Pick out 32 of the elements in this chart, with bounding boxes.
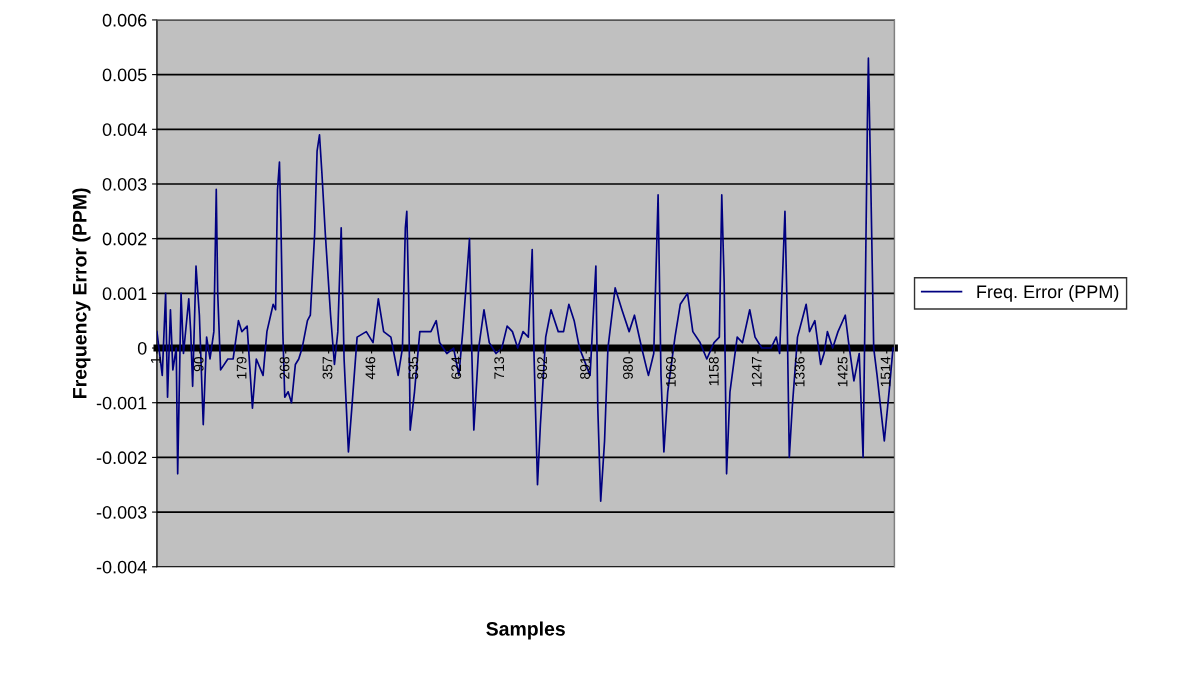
y-tick-label: 0: [137, 341, 147, 355]
x-tick-label: 1158: [708, 356, 719, 386]
y-tick-label: 0.002: [102, 232, 147, 246]
x-tick-label: 1: [150, 357, 161, 364]
x-tick-label: 1425: [837, 356, 848, 387]
x-tick-label: 1514: [880, 356, 891, 387]
y-tick-label: -0.001: [96, 396, 147, 410]
y-tick-label: -0.003: [96, 506, 147, 519]
x-tick-label: 357: [322, 357, 333, 380]
legend-label: Freq. Error (PPM): [977, 284, 1119, 302]
y-tick-label: 0.001: [102, 287, 147, 301]
y-tick-label: 0.005: [102, 68, 147, 82]
y-tick-label: -0.004: [96, 560, 147, 574]
x-tick-label: 1336: [794, 356, 805, 387]
x-tick-label: 535: [408, 356, 419, 379]
y-axis-title: Frequency Error (PPM): [72, 188, 91, 398]
x-tick-label: 179: [236, 357, 247, 379]
y-tick-label: 0.004: [102, 123, 147, 137]
y-tick-label: 0.006: [102, 13, 147, 27]
x-tick-label: 446: [365, 356, 376, 380]
x-tick-label: 802: [537, 357, 548, 379]
x-tick-label: 713: [494, 356, 505, 379]
x-tick-label: 1247: [751, 357, 762, 387]
x-tick-label: 1069: [665, 357, 676, 387]
x-tick-label: 268: [279, 356, 290, 379]
x-tick-label: 980: [623, 356, 633, 379]
x-tick-label: 90: [193, 356, 204, 372]
x-tick-label: 624: [451, 356, 462, 379]
x-axis-title: Samples: [486, 621, 565, 640]
y-tick-label: -0.002: [96, 451, 147, 465]
y-tick-label: 0.003: [102, 177, 147, 191]
x-tick-label: 891: [580, 357, 590, 379]
